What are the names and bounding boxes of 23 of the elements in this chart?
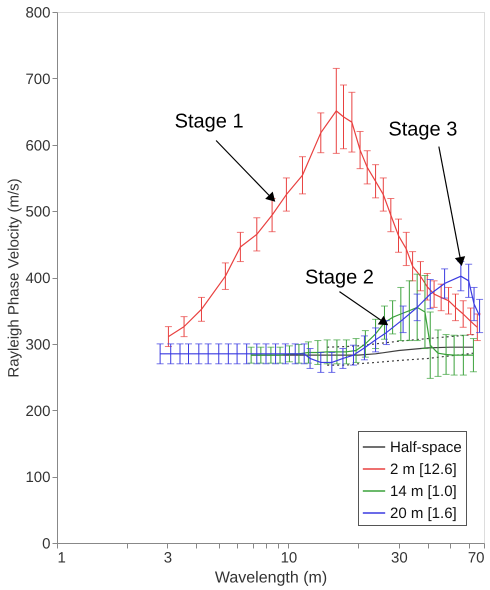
y-tick-label: 200 (25, 402, 50, 420)
annotation: Stage 2 (304, 266, 374, 289)
x-tick-label: 3 (164, 550, 172, 566)
y-tick-label: 0 (42, 536, 50, 552)
y-tick-label: 500 (25, 204, 50, 221)
annotation: Stage 1 (174, 110, 244, 133)
legend-label: Half-space (390, 439, 462, 456)
y-tick-label: 800 (25, 4, 50, 22)
x-tick-label: 30 (391, 550, 408, 566)
x-tick-label: 1 (58, 550, 66, 566)
annotation: Stage 3 (388, 118, 458, 141)
y-tick-label: 700 (25, 70, 50, 88)
legend-label: 14 m [1.0] (390, 483, 457, 500)
legend-label: 20 m [1.6] (390, 505, 457, 522)
x-tick-label: 70 (468, 550, 484, 566)
y-axis-title: Rayleigh Phase Velocity (m/s) (5, 178, 22, 378)
y-tick-label: 100 (25, 469, 50, 486)
legend-label: 2 m [12.6] (390, 461, 457, 478)
y-tick-label: 600 (25, 137, 50, 154)
x-axis-title: Wavelength (m) (214, 570, 328, 586)
y-tick-label: 400 (25, 270, 50, 287)
x-tick-label: 10 (280, 550, 298, 566)
y-tick-label: 300 (25, 336, 50, 354)
